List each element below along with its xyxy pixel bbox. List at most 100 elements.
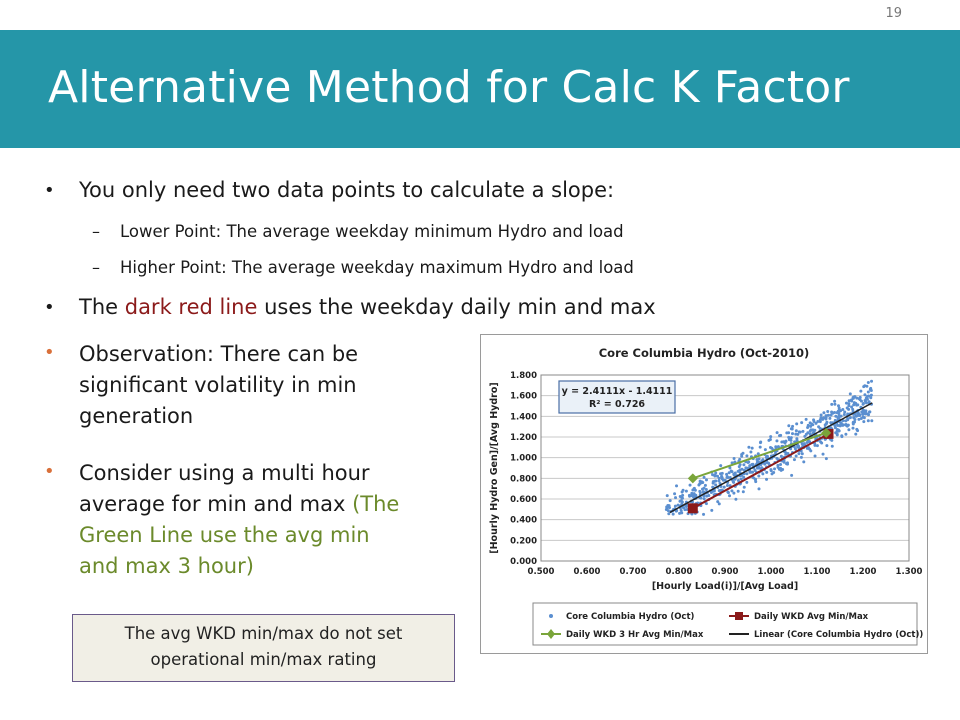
bullet-observation: Observation: There can be significant vo… xyxy=(79,339,358,432)
scatter-point xyxy=(789,427,793,431)
page-number: 19 xyxy=(885,6,902,21)
legend-box xyxy=(532,602,918,646)
r-squared-text: R² = 0.726 xyxy=(589,399,645,410)
scatter-point xyxy=(830,438,834,442)
scatter-point xyxy=(838,424,842,428)
scatter-point xyxy=(859,417,863,421)
scatter-point xyxy=(779,433,783,437)
scatter-point xyxy=(753,477,757,481)
scatter-point xyxy=(866,419,870,423)
scatter-point xyxy=(701,490,705,494)
scatter-point xyxy=(704,487,708,491)
scatter-point xyxy=(868,410,872,414)
scatter-point xyxy=(869,386,873,390)
green-highlight: (The xyxy=(352,492,400,516)
scatter-point xyxy=(774,446,778,450)
scatter-point xyxy=(833,399,837,403)
scatter-point xyxy=(719,464,723,468)
scatter-point xyxy=(816,419,820,423)
scatter-point xyxy=(786,462,790,466)
scatter-point xyxy=(716,500,720,504)
scatter-point xyxy=(848,392,852,396)
scatter-point xyxy=(772,470,776,474)
scatter-point xyxy=(741,490,745,494)
scatter-point xyxy=(824,457,828,461)
scatter-point xyxy=(757,457,761,461)
scatter-point xyxy=(837,413,841,417)
legend-label: Core Columbia Hydro (Oct) xyxy=(566,612,695,622)
scatter-point xyxy=(738,463,742,467)
scatter-point xyxy=(834,414,838,418)
scatter-point xyxy=(688,483,692,487)
scatter-point xyxy=(742,463,746,467)
scatter-point xyxy=(779,454,783,458)
scatter-point xyxy=(730,489,734,493)
scatter-point xyxy=(845,424,849,428)
sub-bullet-lower: Lower Point: The average weekday minimum… xyxy=(120,222,624,241)
scatter-point xyxy=(756,466,760,470)
scatter-point xyxy=(745,454,749,458)
scatter-point xyxy=(828,416,832,420)
scatter-point xyxy=(833,402,837,406)
scatter-point xyxy=(733,477,737,481)
scatter-point xyxy=(797,430,801,434)
scatter-point xyxy=(815,444,819,448)
scatter-point xyxy=(674,496,678,500)
scatter-point xyxy=(769,435,773,439)
scatter-point xyxy=(763,448,767,452)
bullet-dot: • xyxy=(44,180,55,201)
scatter-point xyxy=(861,401,865,405)
scatter-point xyxy=(668,499,672,503)
scatter-point xyxy=(789,436,793,440)
scatter-point xyxy=(776,445,780,449)
scatter-point xyxy=(725,475,729,479)
y-tick-label: 1.600 xyxy=(510,392,537,402)
x-tick-label: 1.300 xyxy=(896,567,923,577)
scatter-point xyxy=(841,407,845,411)
scatter-point xyxy=(673,504,677,508)
scatter-point xyxy=(821,452,825,456)
legend-marker xyxy=(549,614,553,618)
bullet-dot: • xyxy=(44,342,55,363)
scatter-point xyxy=(803,434,807,438)
bullet-red-line: The dark red line uses the weekday daily… xyxy=(79,295,656,319)
scatter-point xyxy=(863,384,867,388)
scatter-point xyxy=(727,471,731,475)
sub-bullet-higher: Higher Point: The average weekday maximu… xyxy=(120,258,634,277)
scatter-point xyxy=(819,440,823,444)
scatter-point xyxy=(698,479,702,483)
y-tick-label: 0.800 xyxy=(510,474,537,484)
scatter-point xyxy=(681,506,685,510)
scatter-point xyxy=(819,413,823,417)
scatter-point xyxy=(795,422,799,426)
scatter-point xyxy=(765,470,769,474)
scatter-point xyxy=(818,426,822,430)
scatter-point xyxy=(801,429,805,433)
y-tick-label: 0.000 xyxy=(510,557,537,567)
scatter-point xyxy=(804,417,808,421)
scatter-point xyxy=(779,466,783,470)
scatter-point xyxy=(759,440,763,444)
scatter-point xyxy=(761,472,765,476)
scatter-point xyxy=(711,473,715,477)
scatter-point xyxy=(784,451,788,455)
legend-label: Daily WKD Avg Min/Max xyxy=(754,612,869,622)
scatter-point xyxy=(808,429,812,433)
scatter-point xyxy=(837,408,841,412)
scatter-point xyxy=(679,509,683,513)
scatter-point xyxy=(726,490,730,494)
legend-label: Daily WKD 3 Hr Avg Min/Max xyxy=(566,630,704,640)
scatter-point xyxy=(859,389,863,393)
scatter-point xyxy=(867,394,871,398)
scatter-point xyxy=(824,417,828,421)
scatter-point xyxy=(826,413,830,417)
scatter-point xyxy=(866,390,870,394)
scatter-point xyxy=(779,462,783,466)
scatter-point xyxy=(719,488,723,492)
scatter-point xyxy=(864,401,868,405)
consider-line: Green Line use the avg min xyxy=(79,523,370,547)
dash-marker: – xyxy=(92,258,100,277)
chart-frame: Core Columbia Hydro (Oct-2010) 0.000 0.200… xyxy=(480,334,928,654)
x-tick-label: 0.800 xyxy=(666,567,693,577)
note-line: operational min/max rating xyxy=(150,650,377,669)
